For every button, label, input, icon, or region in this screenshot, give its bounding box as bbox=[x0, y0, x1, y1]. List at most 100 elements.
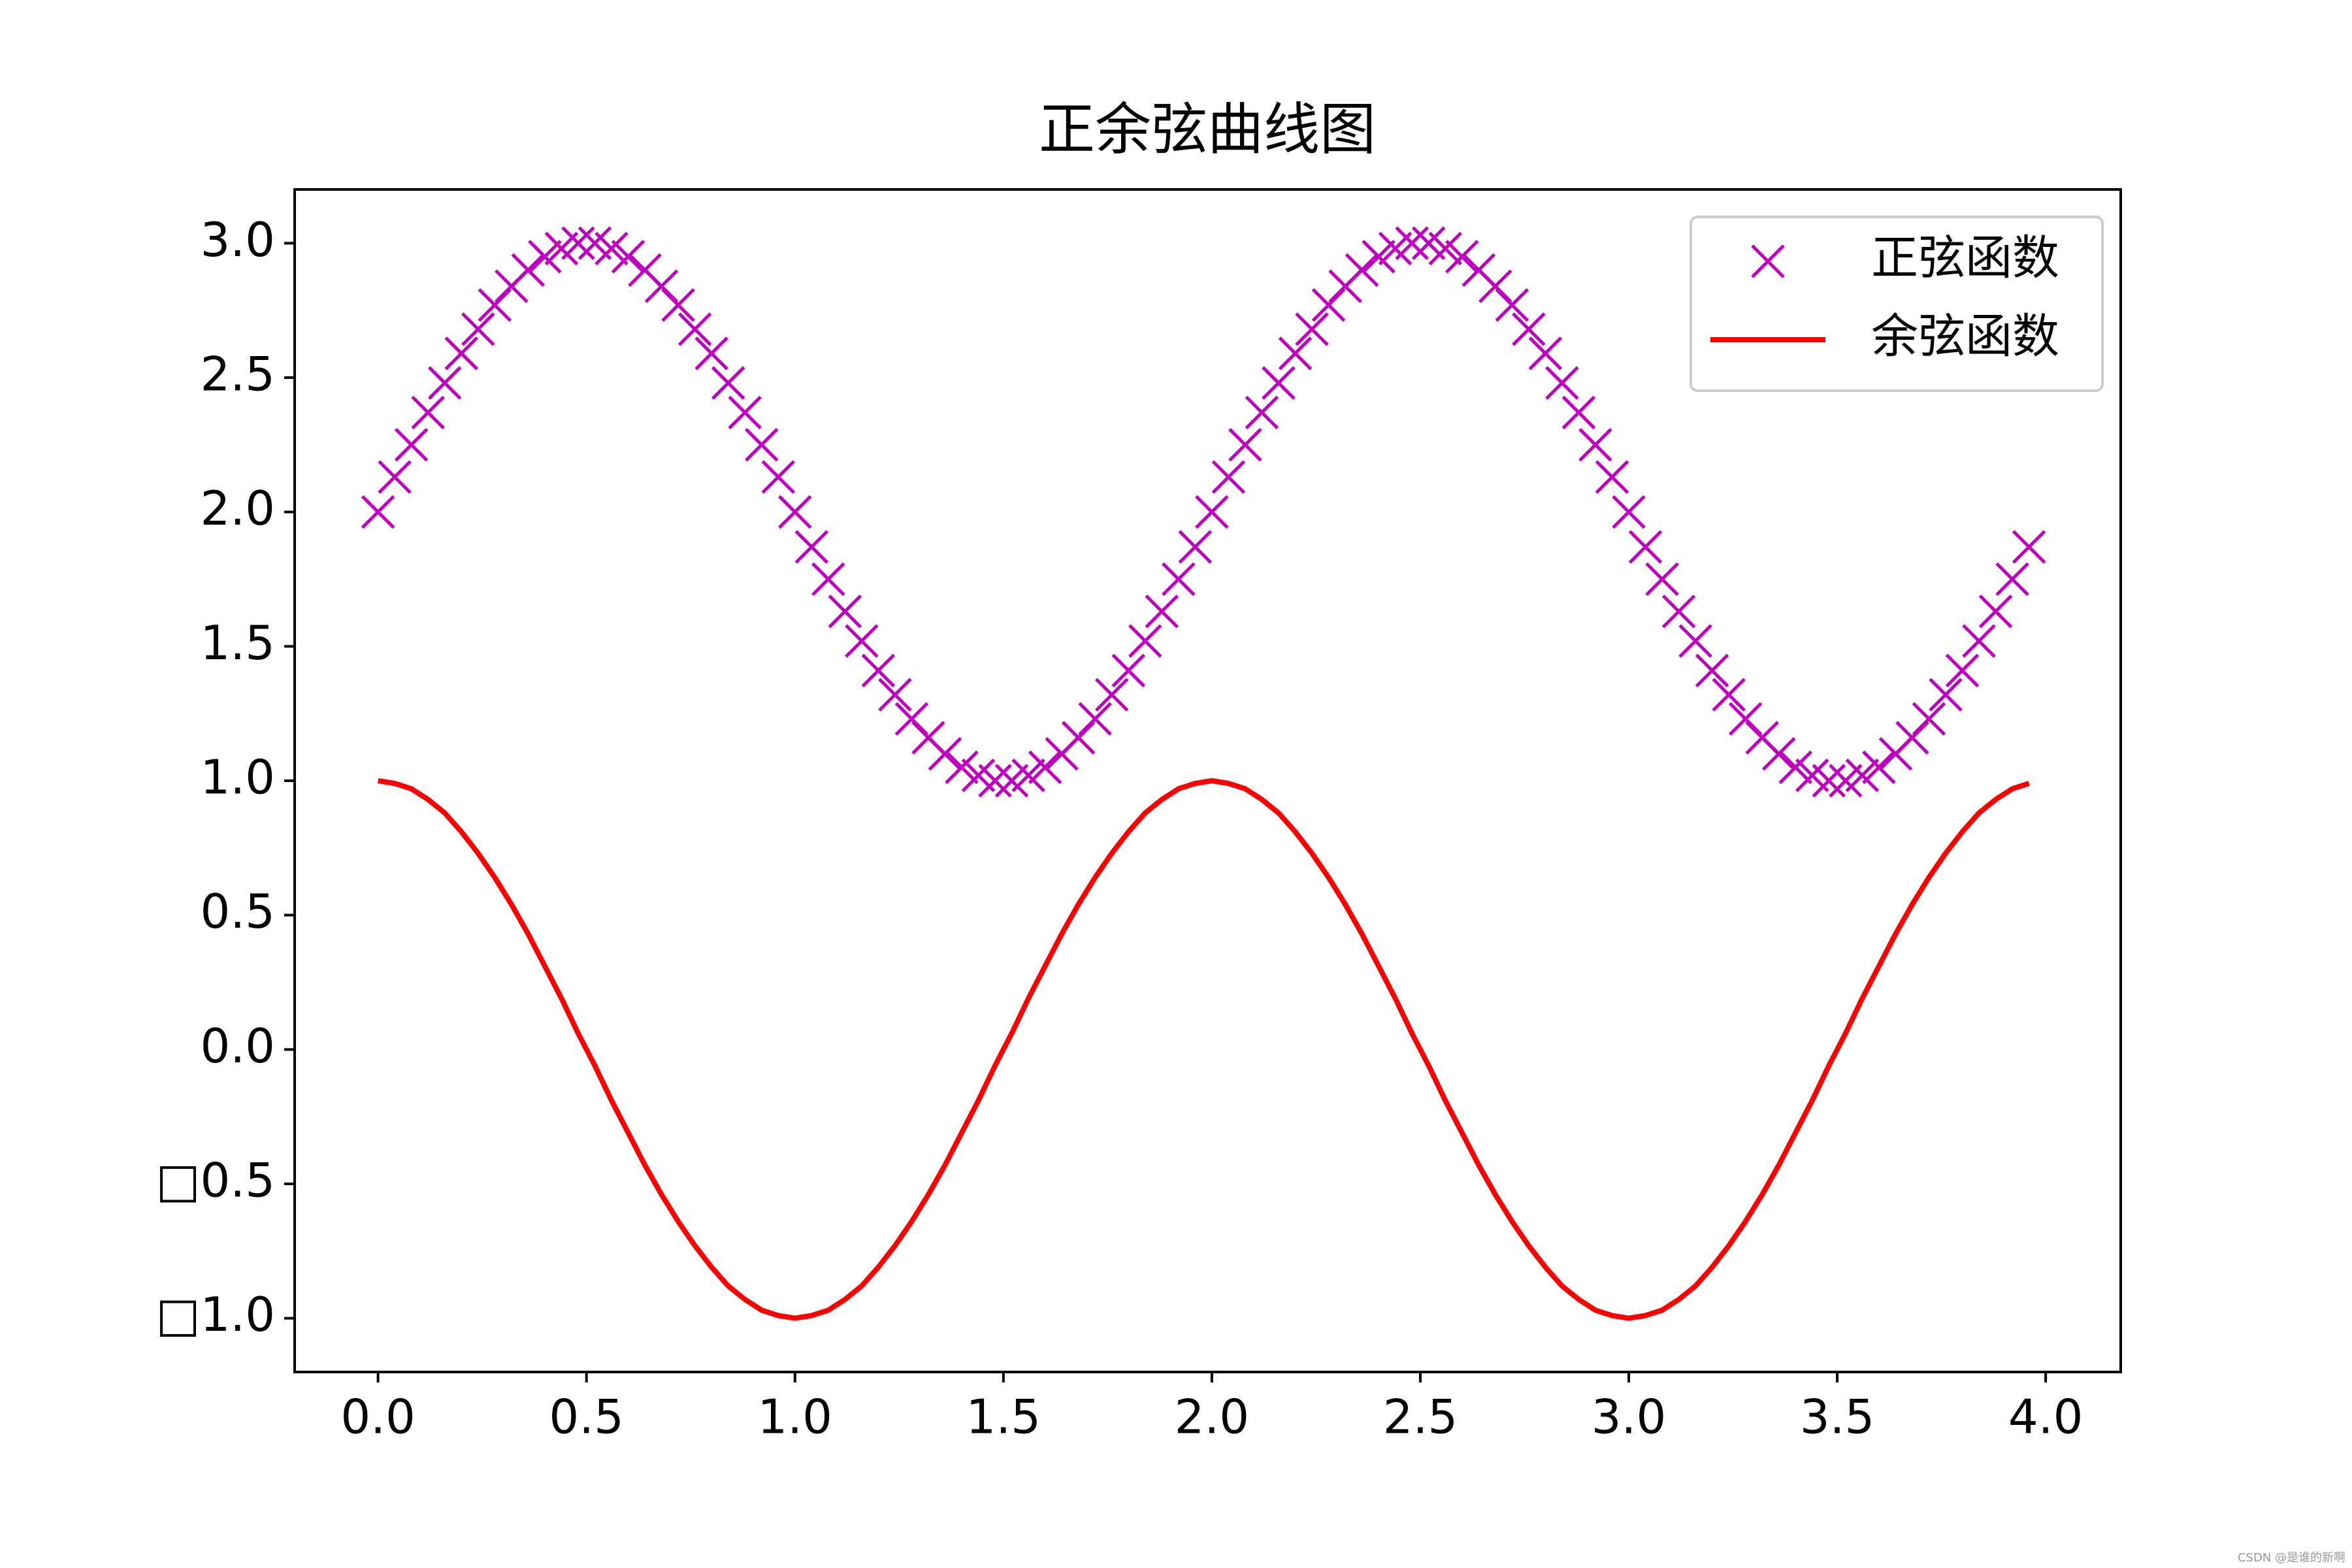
marker bbox=[1262, 366, 1296, 400]
y-tick-label: 2.5 bbox=[200, 346, 275, 401]
marker bbox=[1862, 750, 1896, 785]
marker bbox=[1111, 653, 1146, 688]
marker bbox=[1578, 428, 1612, 462]
watermark: CSDN @是谁的新啊 bbox=[2238, 1551, 2345, 1565]
marker bbox=[1195, 495, 1229, 529]
marker bbox=[1512, 312, 1546, 346]
marker bbox=[511, 253, 546, 287]
marker bbox=[1028, 750, 1062, 785]
marker bbox=[1912, 702, 1946, 736]
marker bbox=[1445, 240, 1479, 274]
marker bbox=[528, 240, 562, 274]
x-tick-label: 2.0 bbox=[1175, 1390, 1250, 1445]
legend-label: 余弦函数 bbox=[1871, 309, 2059, 364]
marker bbox=[1695, 653, 1729, 688]
marker bbox=[1645, 562, 1679, 596]
marker bbox=[1278, 336, 1313, 370]
marker bbox=[694, 336, 728, 370]
marker bbox=[1145, 595, 1179, 629]
x-tick-label: 1.5 bbox=[966, 1390, 1041, 1445]
marker bbox=[1345, 253, 1379, 287]
marker bbox=[928, 737, 962, 771]
marker bbox=[861, 653, 896, 688]
marker bbox=[611, 240, 645, 274]
y-tick-label: □0.5 bbox=[155, 1153, 275, 1208]
marker bbox=[1078, 702, 1112, 736]
marker bbox=[1128, 624, 1162, 658]
legend-label: 正弦函数 bbox=[1871, 231, 2059, 286]
marker bbox=[845, 624, 879, 658]
marker bbox=[1395, 226, 1429, 261]
marker bbox=[1228, 428, 1262, 462]
marker bbox=[1929, 678, 1963, 712]
marker bbox=[378, 460, 412, 494]
marker bbox=[444, 336, 479, 370]
x-tick-label: 3.5 bbox=[1800, 1390, 1875, 1445]
marker bbox=[1628, 530, 1663, 564]
marker bbox=[1011, 759, 1045, 792]
x-tick-label: 0.5 bbox=[549, 1390, 624, 1445]
marker bbox=[1595, 460, 1629, 494]
line bbox=[377, 778, 2030, 1321]
marker bbox=[1661, 595, 1696, 629]
marker bbox=[661, 288, 695, 322]
x-tick-label: 0.0 bbox=[340, 1390, 416, 1445]
plot-frame bbox=[293, 188, 2122, 1373]
marker bbox=[828, 595, 862, 629]
y-tick-label: □1.0 bbox=[155, 1287, 275, 1342]
marker bbox=[1978, 595, 2013, 629]
marker bbox=[1162, 562, 1196, 596]
marker bbox=[1845, 759, 1880, 792]
marker bbox=[978, 764, 1012, 798]
legend-box bbox=[1690, 216, 2104, 392]
marker bbox=[1561, 395, 1596, 430]
marker bbox=[945, 750, 979, 785]
marker bbox=[1295, 312, 1329, 346]
marker bbox=[561, 226, 595, 261]
marker bbox=[1678, 624, 1712, 658]
marker bbox=[1612, 495, 1646, 529]
marker bbox=[794, 530, 829, 564]
x-tick-label: 1.0 bbox=[757, 1390, 832, 1445]
marker bbox=[1528, 336, 1563, 370]
marker bbox=[1712, 678, 1746, 712]
marker bbox=[1178, 530, 1213, 564]
marker bbox=[595, 231, 629, 266]
x-tick-label: 3.0 bbox=[1592, 1390, 1667, 1445]
marker bbox=[811, 562, 845, 596]
marker bbox=[1211, 460, 1246, 494]
marker bbox=[461, 312, 495, 346]
marker bbox=[1495, 288, 1529, 322]
marker bbox=[1945, 653, 1980, 688]
marker bbox=[777, 495, 812, 529]
marker bbox=[761, 460, 795, 494]
y-tick-label: 1.0 bbox=[200, 750, 275, 805]
marker bbox=[361, 495, 395, 529]
marker bbox=[1362, 240, 1396, 274]
y-tick-label: 0.0 bbox=[200, 1019, 275, 1073]
marker bbox=[394, 428, 429, 462]
marker bbox=[1778, 750, 1813, 785]
marker bbox=[1545, 366, 1579, 400]
marker bbox=[1812, 764, 1846, 798]
marker bbox=[1094, 678, 1129, 712]
x-tick-label: 2.5 bbox=[1383, 1390, 1458, 1445]
marker bbox=[744, 428, 779, 462]
marker bbox=[427, 366, 462, 400]
chart-title: 正余弦曲线图 bbox=[1039, 97, 1376, 162]
y-tick-label: 3.0 bbox=[200, 212, 275, 267]
marker bbox=[878, 678, 912, 712]
marker bbox=[1962, 624, 1996, 658]
y-tick-label: 0.5 bbox=[200, 884, 275, 939]
marker bbox=[728, 395, 762, 430]
marker bbox=[678, 312, 712, 346]
y-tick-label: 2.0 bbox=[200, 481, 275, 536]
marker bbox=[1761, 737, 1796, 771]
y-tick-label: 1.5 bbox=[200, 615, 275, 670]
marker bbox=[411, 395, 445, 430]
legend-marker bbox=[1751, 244, 1785, 278]
marker bbox=[1245, 395, 1279, 430]
